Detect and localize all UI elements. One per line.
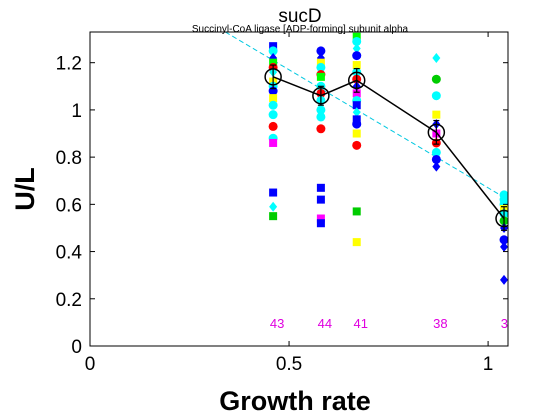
x-tick-label: 0.5	[276, 354, 302, 375]
y-tick-label: 0	[71, 337, 82, 358]
data-point	[316, 112, 326, 122]
data-point	[352, 32, 361, 41]
sample-count: 43	[270, 316, 284, 331]
data-point	[316, 219, 325, 228]
mean-marker	[427, 123, 446, 142]
data-point	[268, 46, 278, 56]
data-point	[269, 188, 278, 197]
data-point	[269, 201, 278, 212]
data-point	[352, 101, 361, 110]
data-point	[352, 119, 362, 129]
sample-count: 41	[353, 316, 367, 331]
y-axis-label: U/L	[10, 167, 40, 211]
data-point	[432, 110, 441, 119]
data-point	[268, 121, 278, 131]
data-point	[352, 89, 361, 98]
data-point	[269, 42, 278, 51]
y-tick-label: 0.8	[56, 148, 82, 169]
data-point	[352, 107, 361, 118]
data-point	[316, 105, 326, 115]
y-tick-label: 0.4	[56, 243, 83, 264]
data-point	[431, 91, 441, 101]
mean-marker	[347, 71, 366, 90]
sample-count: 44	[318, 316, 332, 331]
data-point	[432, 161, 441, 172]
data-point	[316, 195, 325, 204]
data-point	[316, 183, 325, 192]
sample-count: 30	[501, 316, 515, 331]
fit-line	[225, 32, 505, 198]
data-point	[500, 274, 508, 285]
data-point	[269, 138, 278, 147]
data-point	[352, 51, 362, 61]
x-tick-label: 1	[483, 354, 494, 375]
plot-area: 43 44 41 38 30	[225, 32, 515, 331]
data-point	[431, 147, 441, 157]
data-point	[431, 74, 441, 84]
y-tick-label: 0.6	[56, 195, 82, 216]
axes: 0 0.5 1 0 0.2 0.4 0.6 0.8 1 1.2	[56, 32, 508, 375]
mean-marker	[495, 209, 508, 228]
data-point	[316, 46, 326, 56]
plot-frame	[89, 31, 509, 347]
data-point	[316, 72, 325, 81]
data-point	[352, 43, 361, 54]
y-tick-label: 1.2	[56, 54, 82, 75]
data-point	[316, 124, 326, 134]
data-point	[268, 100, 278, 110]
chart-subtitle: Succinyl-CoA ligase [ADP-forming] subuni…	[192, 24, 409, 35]
data-point	[269, 94, 278, 103]
data-point	[316, 58, 325, 67]
data-point	[316, 62, 326, 72]
data-point	[499, 235, 508, 245]
data-point	[316, 214, 325, 223]
data-point	[431, 154, 441, 164]
data-point	[352, 61, 361, 70]
data-point	[352, 36, 362, 46]
sample-count: 38	[433, 316, 447, 331]
x-axis-label: Growth rate	[219, 386, 371, 416]
data-point	[269, 212, 278, 221]
mean-marker	[312, 86, 330, 105]
x-tick-label: 0	[85, 354, 96, 375]
mean-marker	[264, 68, 282, 86]
data-point	[352, 140, 362, 150]
data-point	[268, 110, 278, 120]
y-tick-label: 0.2	[56, 290, 82, 311]
data-point	[352, 207, 361, 216]
y-tick-label: 1	[71, 101, 82, 122]
mean-line	[272, 76, 505, 219]
data-point	[352, 238, 361, 247]
data-point	[432, 52, 441, 63]
data-point	[500, 241, 508, 252]
data-point	[352, 129, 361, 138]
data-point	[352, 115, 361, 124]
data-point	[269, 58, 278, 67]
chart-title: sucD	[278, 6, 321, 27]
